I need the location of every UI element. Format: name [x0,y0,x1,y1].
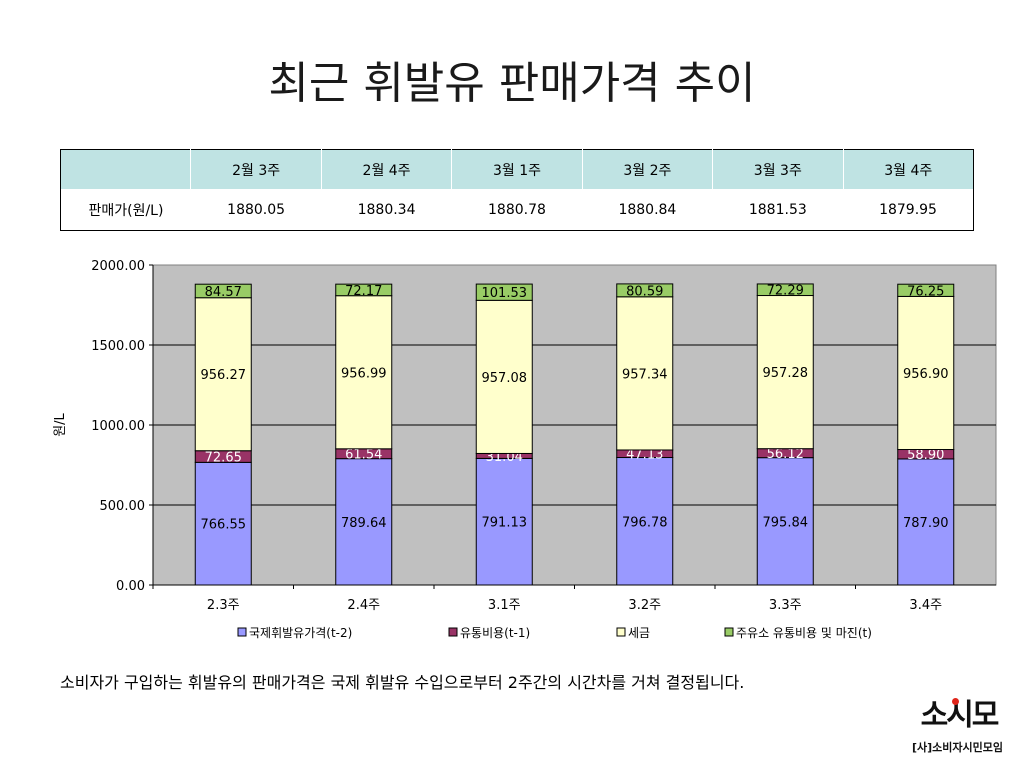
table-cell: 1880.34 [321,189,452,231]
legend-swatch [448,627,458,637]
table-header-cell: 3월 3주 [712,149,844,189]
x-tick-label: 2.3주 [207,598,240,613]
data-label: 789.64 [341,516,387,531]
data-label: 101.53 [482,286,528,301]
table-cell: 1881.53 [712,189,844,231]
legend-swatch [616,627,626,637]
y-tick-label: 1500.00 [91,339,145,354]
table-row-label: 판매가(원/L) [60,189,191,231]
data-label: 791.13 [482,516,528,531]
data-label: 956.90 [903,367,949,382]
price-table: 2월 3주 2월 4주 3월 1주 3월 2주 3월 3주 3월 4주 판매가(… [60,149,974,231]
legend-label: 국제휘발유가격(t-2) [249,626,352,640]
legend-label: 세금 [628,626,650,640]
data-label: 956.99 [341,366,387,381]
caption: 소비자가 구입하는 휘발유의 판매가격은 국제 휘발유 수입으로부터 2주간의 … [60,673,745,692]
table-row: 판매가(원/L) 1880.05 1880.34 1880.78 1880.84… [60,189,974,231]
x-tick-label: 2.4주 [347,598,380,613]
table-cell: 1879.95 [843,189,974,231]
bar-segment [897,295,955,451]
slide-title: 최근 휘발유 판매가격 추이 [268,58,756,109]
logo-text: [사]소비자시민모임 [911,741,1003,754]
y-tick-label: 1000.00 [91,419,145,434]
x-tick-label: 3.2주 [628,598,661,613]
data-label: 61.54 [345,448,382,463]
data-label: 76.25 [907,284,944,299]
bar-segment [335,283,393,297]
data-label: 795.84 [763,515,809,530]
logo-dot [952,698,959,705]
bar-segment [616,283,674,298]
table-cell: 1880.84 [582,189,713,231]
data-label: 56.12 [767,447,804,462]
data-label: 84.57 [205,285,242,300]
table-header-cell: 3월 2주 [581,149,713,189]
bar-segment [194,461,252,586]
table-header-cell: 3월 4주 [842,149,974,189]
x-tick-label: 3.4주 [909,598,942,613]
data-label: 766.55 [201,518,247,533]
legend-swatch [724,627,734,637]
data-label: 58.90 [907,448,944,463]
x-tick-label: 3.1주 [488,598,521,613]
bar-segment [335,295,393,450]
x-tick-label: 3.3주 [769,598,802,613]
table-header-cell: 2월 3주 [190,149,322,189]
stacked-bar-chart: 0.00 500.00 1000.00 1500.00 2000.00 원/L 766.55… [53,259,997,640]
table-cell: 1880.78 [451,189,583,231]
bar-segment [475,457,533,586]
legend-label: 주유소 유통비용 및 마진(t) [736,626,872,640]
bar-segment [194,283,252,299]
data-label: 72.29 [767,284,804,299]
data-label: 47.13 [626,448,663,463]
data-label: 957.28 [763,366,809,381]
y-tick-label: 0.00 [116,579,145,594]
bar-segment [475,283,533,301]
bar-segment [616,296,674,451]
logo-mark: 소시모 [920,698,1000,733]
table-header-cell [60,149,191,189]
y-axis-title: 원/L [53,412,68,436]
bar-segment [756,283,814,297]
data-label: 787.90 [903,516,949,531]
data-label: 80.59 [626,284,663,299]
data-label: 796.78 [622,515,668,530]
bar-segment [756,457,814,586]
bar-segment [897,458,955,586]
bar-segment [897,283,955,297]
table-cell: 1880.05 [190,189,322,231]
legend-swatch [237,627,247,637]
table-header-row: 2월 3주 2월 4주 3월 1주 3월 2주 3월 3주 3월 4주 [60,149,974,189]
bar-segment [194,297,252,452]
data-label: 956.27 [201,368,247,383]
data-label: 957.08 [482,371,528,386]
data-label: 957.34 [622,367,668,382]
y-tick-label: 2000.00 [91,259,145,274]
y-tick-label: 500.00 [100,499,146,514]
bar-segment [475,299,533,454]
table-header-cell: 2월 4주 [320,149,452,189]
legend-label: 유통비용(t-1) [460,626,530,640]
data-label: 72.65 [205,451,242,466]
bar-segment [756,295,814,450]
bar-segment [335,458,393,586]
table-header-cell: 3월 1주 [451,149,583,189]
data-label: 72.17 [345,284,382,299]
logo: 소시모 [사]소비자시민모임 [900,697,1015,759]
